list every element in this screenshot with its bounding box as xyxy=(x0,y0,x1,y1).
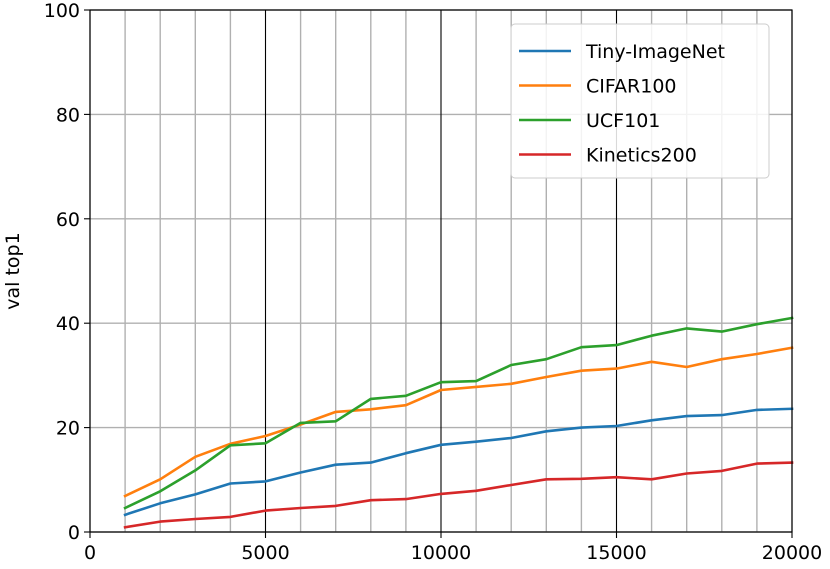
x-tick-label: 10000 xyxy=(411,542,471,564)
y-tick-label: 20 xyxy=(56,418,80,440)
series-line-kinetics200 xyxy=(123,461,794,529)
x-tick-label: 20000 xyxy=(762,542,822,564)
y-tick-label: 0 xyxy=(68,522,80,544)
y-tick-label: 60 xyxy=(56,209,80,231)
legend-label: Kinetics200 xyxy=(586,145,697,167)
series-line-cifar100 xyxy=(123,346,794,498)
series-line-ucf101 xyxy=(123,316,794,510)
axis-ticks: 0 5000 10000 15000 20000 0 20 40 60 80 100 xyxy=(44,0,822,564)
series-line-tiny-imagenet xyxy=(123,407,794,517)
legend-box xyxy=(510,23,770,179)
y-axis-label: val top1 xyxy=(2,232,24,309)
series-layer xyxy=(123,316,794,529)
y-tick-label: 40 xyxy=(56,313,80,335)
legend-label: UCF101 xyxy=(586,110,660,132)
x-tick-label: 0 xyxy=(84,542,96,564)
y-tick-label: 100 xyxy=(44,0,80,22)
legend-label: CIFAR100 xyxy=(586,76,677,98)
x-tick-label: 5000 xyxy=(241,542,289,564)
legend: Tiny-ImageNet CIFAR100 UCF101 Kinetics200 xyxy=(510,23,770,179)
y-tick-label: 80 xyxy=(56,104,80,126)
x-tick-label: 15000 xyxy=(586,542,646,564)
legend-label: Tiny-ImageNet xyxy=(585,41,725,63)
